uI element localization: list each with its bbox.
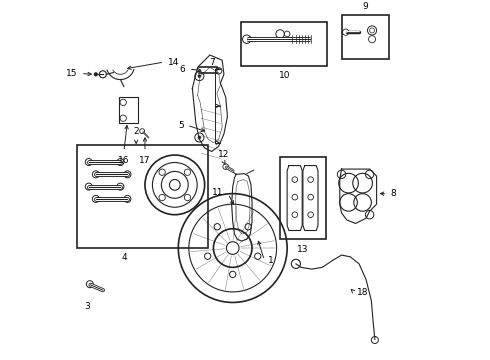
Text: 6: 6 [179, 64, 185, 73]
Text: 10: 10 [279, 71, 290, 80]
Bar [242, 22, 327, 66]
Bar [342, 15, 389, 59]
Text: 4: 4 [121, 253, 127, 262]
Text: 18: 18 [357, 288, 368, 297]
Circle shape [197, 74, 201, 78]
Text: 17: 17 [139, 156, 151, 165]
Text: 8: 8 [390, 189, 396, 198]
Text: 16: 16 [118, 156, 130, 165]
Text: 11: 11 [213, 188, 224, 197]
Bar [280, 157, 326, 239]
Bar [119, 97, 138, 123]
Text: 12: 12 [218, 150, 230, 159]
Text: 7: 7 [209, 58, 215, 67]
Text: 13: 13 [297, 244, 309, 253]
Circle shape [197, 136, 201, 139]
Text: 9: 9 [362, 2, 368, 11]
Bar [76, 144, 208, 248]
Text: 5: 5 [178, 121, 184, 130]
Text: 14: 14 [168, 58, 179, 67]
Text: 1: 1 [268, 256, 273, 265]
Circle shape [94, 72, 98, 76]
Text: 2: 2 [133, 127, 139, 136]
Text: 15: 15 [66, 69, 77, 78]
Text: 3: 3 [84, 302, 90, 311]
